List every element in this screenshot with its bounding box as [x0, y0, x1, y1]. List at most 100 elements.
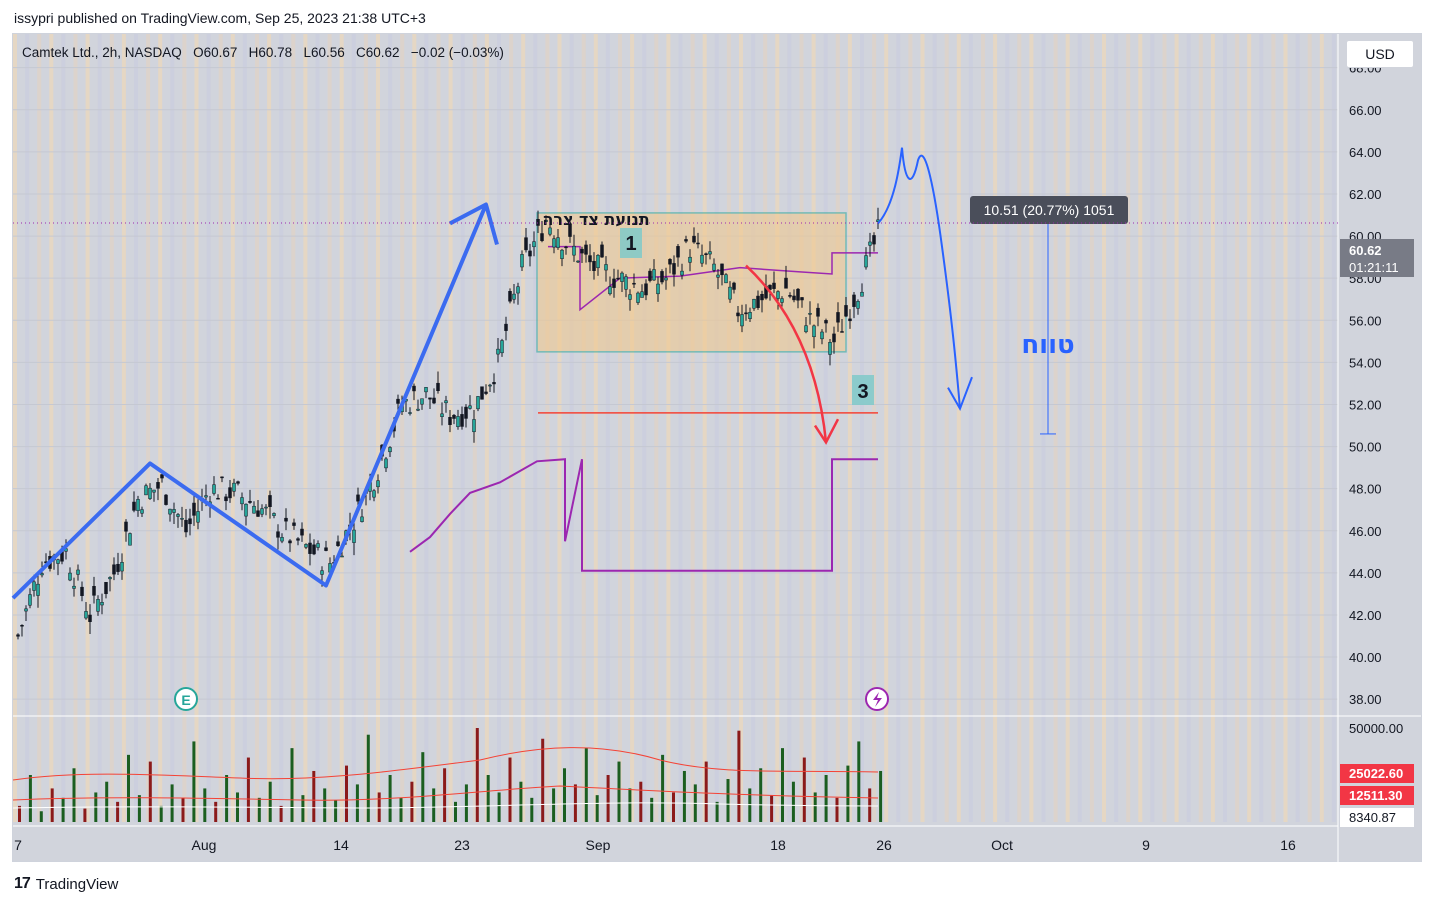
price-tick-label: 46.00 — [1349, 524, 1382, 539]
tradingview-logo-icon: 17 — [14, 875, 31, 892]
candle-body — [172, 509, 176, 513]
volume-bar — [737, 730, 741, 822]
session-stripe — [291, 34, 296, 822]
session-stripe — [521, 34, 526, 822]
session-stripe — [146, 34, 151, 822]
candle-body — [804, 325, 808, 333]
session-stripe — [920, 34, 925, 822]
candle-body — [80, 586, 84, 596]
session-stripe — [49, 34, 54, 822]
volume-bar — [781, 748, 784, 822]
session-stripe — [497, 34, 501, 822]
session-stripe — [1271, 34, 1276, 822]
candle-body — [820, 331, 824, 340]
time-tick-label: 26 — [876, 837, 892, 853]
volume-bar — [192, 741, 196, 822]
volume-badge-3-label: 8340.87 — [1349, 810, 1396, 825]
session-stripe — [775, 34, 780, 822]
session-stripe — [134, 34, 138, 822]
volume-bar — [595, 795, 599, 822]
symbol-legend: Camtek Ltd., 2h, NASDAQ O60.67 H60.78 L6… — [22, 45, 504, 60]
session-stripe — [315, 34, 320, 822]
volume-bar — [159, 805, 163, 822]
candle-body — [788, 295, 792, 297]
session-stripe — [1065, 34, 1070, 822]
volume-bar — [726, 779, 730, 822]
session-stripe — [1041, 34, 1046, 822]
candle-body — [188, 518, 192, 525]
candle-body — [132, 501, 136, 511]
volume-bar — [661, 754, 665, 822]
session-stripe — [484, 34, 489, 822]
volume-bar — [617, 761, 621, 822]
session-stripe — [303, 34, 308, 822]
price-tick-label: 48.00 — [1349, 482, 1382, 497]
candle-body — [644, 283, 648, 296]
session-stripe — [182, 34, 187, 822]
candle-body — [448, 416, 452, 425]
blue-wave-line — [11, 203, 488, 600]
session-stripe — [956, 34, 961, 822]
candle-body — [504, 323, 508, 331]
candle-body — [164, 494, 168, 505]
volume-bar — [573, 784, 577, 822]
candle-body — [276, 531, 280, 538]
candle-body — [736, 312, 740, 317]
volume-bar — [279, 805, 283, 822]
candle-body — [24, 608, 28, 612]
session-stripe — [968, 34, 973, 822]
volume-bar — [628, 788, 632, 822]
candle-body — [476, 396, 480, 410]
blue-projection-curve — [877, 147, 961, 409]
session-stripe — [605, 34, 610, 822]
currency-button[interactable]: USD — [1346, 40, 1414, 68]
session-stripe — [267, 34, 272, 822]
volume-bar — [857, 741, 861, 822]
session-stripe — [993, 34, 998, 822]
candle-body — [180, 518, 184, 520]
footer-brand-label: TradingView — [35, 875, 119, 893]
candle-body — [148, 487, 152, 499]
candle-body — [864, 255, 868, 268]
blue-wave-arrowhead — [449, 202, 499, 246]
volume-bar — [563, 768, 566, 822]
session-stripe — [1307, 34, 1312, 822]
candle-body — [264, 506, 268, 509]
candle-body — [664, 277, 668, 281]
candle-body — [456, 416, 460, 428]
session-stripe — [908, 34, 913, 822]
candle-body — [744, 312, 748, 315]
purple-upper-line — [548, 245, 878, 312]
candle-body — [500, 340, 504, 354]
session-stripe — [242, 34, 247, 822]
volume-bar — [704, 761, 708, 822]
candle-body — [112, 564, 116, 575]
session-stripe — [739, 34, 743, 822]
candle-body — [840, 331, 844, 333]
footer-brand[interactable]: 17 TradingView — [14, 875, 118, 893]
volume-bar — [606, 775, 610, 822]
session-stripe — [714, 34, 719, 822]
candle-body — [568, 224, 572, 237]
symbol-name[interactable]: Camtek Ltd., 2h, NASDAQ — [22, 45, 182, 60]
candle-body — [700, 254, 704, 264]
candle-body — [196, 511, 200, 523]
candle-body — [468, 405, 472, 409]
candle-body — [484, 391, 488, 394]
candle-body — [584, 244, 588, 255]
session-stripe — [1223, 34, 1227, 822]
candle-body — [444, 400, 448, 404]
candle-body — [760, 294, 764, 301]
candle-body — [412, 385, 416, 392]
session-stripe — [158, 34, 163, 822]
candle-body — [116, 563, 120, 572]
candle-body — [772, 282, 776, 289]
session-stripe — [85, 34, 90, 822]
volume-bar — [28, 775, 32, 822]
price-tick-label: 42.00 — [1349, 608, 1382, 623]
candle-body — [108, 577, 112, 580]
volume-badge-2 — [1340, 786, 1414, 805]
candle-body — [528, 250, 532, 257]
session-stripe — [545, 34, 550, 822]
